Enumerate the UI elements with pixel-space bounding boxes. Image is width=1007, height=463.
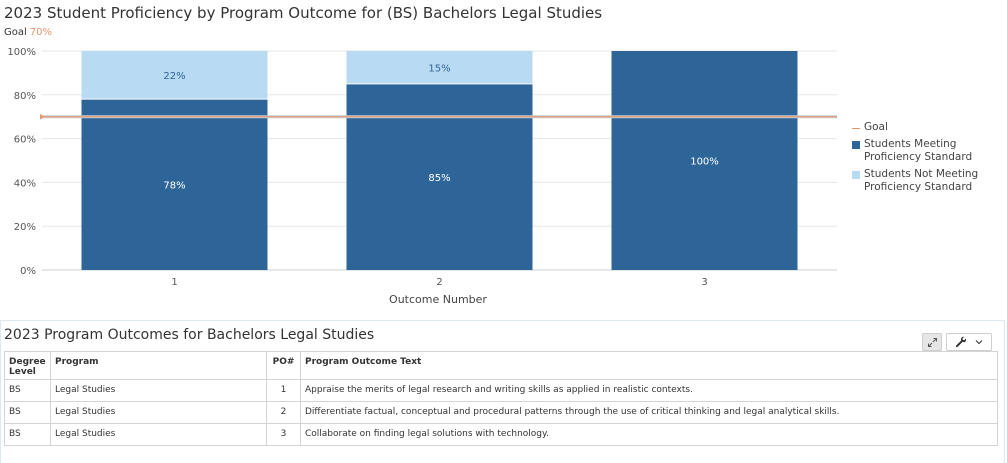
chart-title: 2023 Student Proficiency by Program Outc… <box>4 4 603 22</box>
x-tick-label: 3 <box>701 277 707 288</box>
y-tick-label: 80% <box>14 91 36 102</box>
table-header-row: Degree Level Program PO# Program Outcome… <box>4 351 998 380</box>
cell-program: Legal Studies <box>50 379 267 402</box>
legend-meeting-swatch <box>852 141 860 149</box>
expand-icon <box>927 337 937 347</box>
wrench-icon <box>955 336 967 348</box>
header-po-number[interactable]: PO# <box>266 351 301 380</box>
table-row: BS Legal Studies 2 Differentiate factual… <box>4 401 998 424</box>
table-row: BS Legal Studies 1 Appraise the merits o… <box>4 379 998 402</box>
x-axis-title: Outcome Number <box>389 293 487 306</box>
goal-marker <box>40 113 44 120</box>
cell-degree: BS <box>4 401 51 424</box>
bar-not-meeting <box>81 51 268 100</box>
bar-meeting <box>346 83 533 270</box>
goal-label-value: 70% <box>29 27 53 38</box>
cell-po: 3 <box>266 423 301 446</box>
y-tick-label: 100% <box>7 47 36 58</box>
data-label-not-meeting: 15% <box>428 63 450 74</box>
labels-layer: 22% 78% 15% 85% 100% <box>163 63 718 191</box>
cell-outcome-text: Differentiate factual, conceptual and pr… <box>300 401 998 424</box>
cell-outcome-text: Collaborate on finding legal solutions w… <box>300 423 998 446</box>
data-label-meeting: 85% <box>428 173 450 184</box>
bar-not-meeting <box>346 51 533 84</box>
data-label-meeting: 100% <box>690 157 719 168</box>
header-outcome-text[interactable]: Program Outcome Text <box>300 351 998 380</box>
header-program[interactable]: Program <box>50 351 267 380</box>
data-label-meeting: 78% <box>163 181 185 192</box>
outcomes-table: Degree Level Program PO# Program Outcome… <box>4 351 998 446</box>
header-degree-level[interactable]: Degree Level <box>4 351 51 380</box>
legend-item-not-meeting[interactable]: Students Not Meeting Proficiency Standar… <box>852 168 984 194</box>
cell-program: Legal Studies <box>50 401 267 424</box>
axis-layer: 0% 20% 40% 60% 80% 100% 1 2 3 <box>7 47 707 288</box>
goal-label: Goal 70% <box>4 27 52 38</box>
chevron-down-icon <box>975 340 983 345</box>
chart-legend: Goal Students Meeting Proficiency Standa… <box>852 121 984 198</box>
table-row: BS Legal Studies 3 Collaborate on findin… <box>4 423 998 446</box>
y-tick-label: 0% <box>20 266 36 277</box>
y-tick-label: 20% <box>14 222 36 233</box>
legend-not-meeting-swatch <box>852 171 860 179</box>
cell-po: 1 <box>266 379 301 402</box>
x-tick-label: 1 <box>171 277 177 288</box>
goal-label-prefix: Goal <box>4 27 27 38</box>
bar-meeting <box>81 99 268 271</box>
x-tick-label: 2 <box>436 277 442 288</box>
cell-outcome-text: Appraise the merits of legal research an… <box>300 379 998 402</box>
settings-dropdown-button[interactable] <box>946 333 992 351</box>
legend-not-meeting-label: Students Not Meeting Proficiency Standar… <box>864 168 979 193</box>
cell-degree: BS <box>4 423 51 446</box>
cell-po: 2 <box>266 401 301 424</box>
expand-button[interactable] <box>922 333 942 351</box>
y-tick-label: 60% <box>14 135 36 146</box>
bars-layer <box>81 51 798 271</box>
legend-goal-label: Goal <box>864 121 888 133</box>
legend-item-meeting[interactable]: Students Meeting Proficiency Standard <box>852 138 984 164</box>
stacked-bar-chart: 22% 78% 15% 85% 100% 0% 20% 40% 60% 80% 100% 1 2 3 O… <box>7 47 837 306</box>
outcomes-panel <box>0 320 1005 463</box>
table-title: 2023 Program Outcomes for Bachelors Lega… <box>4 327 375 343</box>
legend-item-goal[interactable]: Goal <box>852 121 984 134</box>
data-label-not-meeting: 22% <box>163 71 185 82</box>
legend-goal-swatch <box>852 128 860 129</box>
y-tick-label: 40% <box>14 178 36 189</box>
cell-degree: BS <box>4 379 51 402</box>
bar-meeting <box>611 51 798 270</box>
goal-layer <box>40 113 837 120</box>
cell-program: Legal Studies <box>50 423 267 446</box>
legend-meeting-label: Students Meeting Proficiency Standard <box>864 138 973 163</box>
